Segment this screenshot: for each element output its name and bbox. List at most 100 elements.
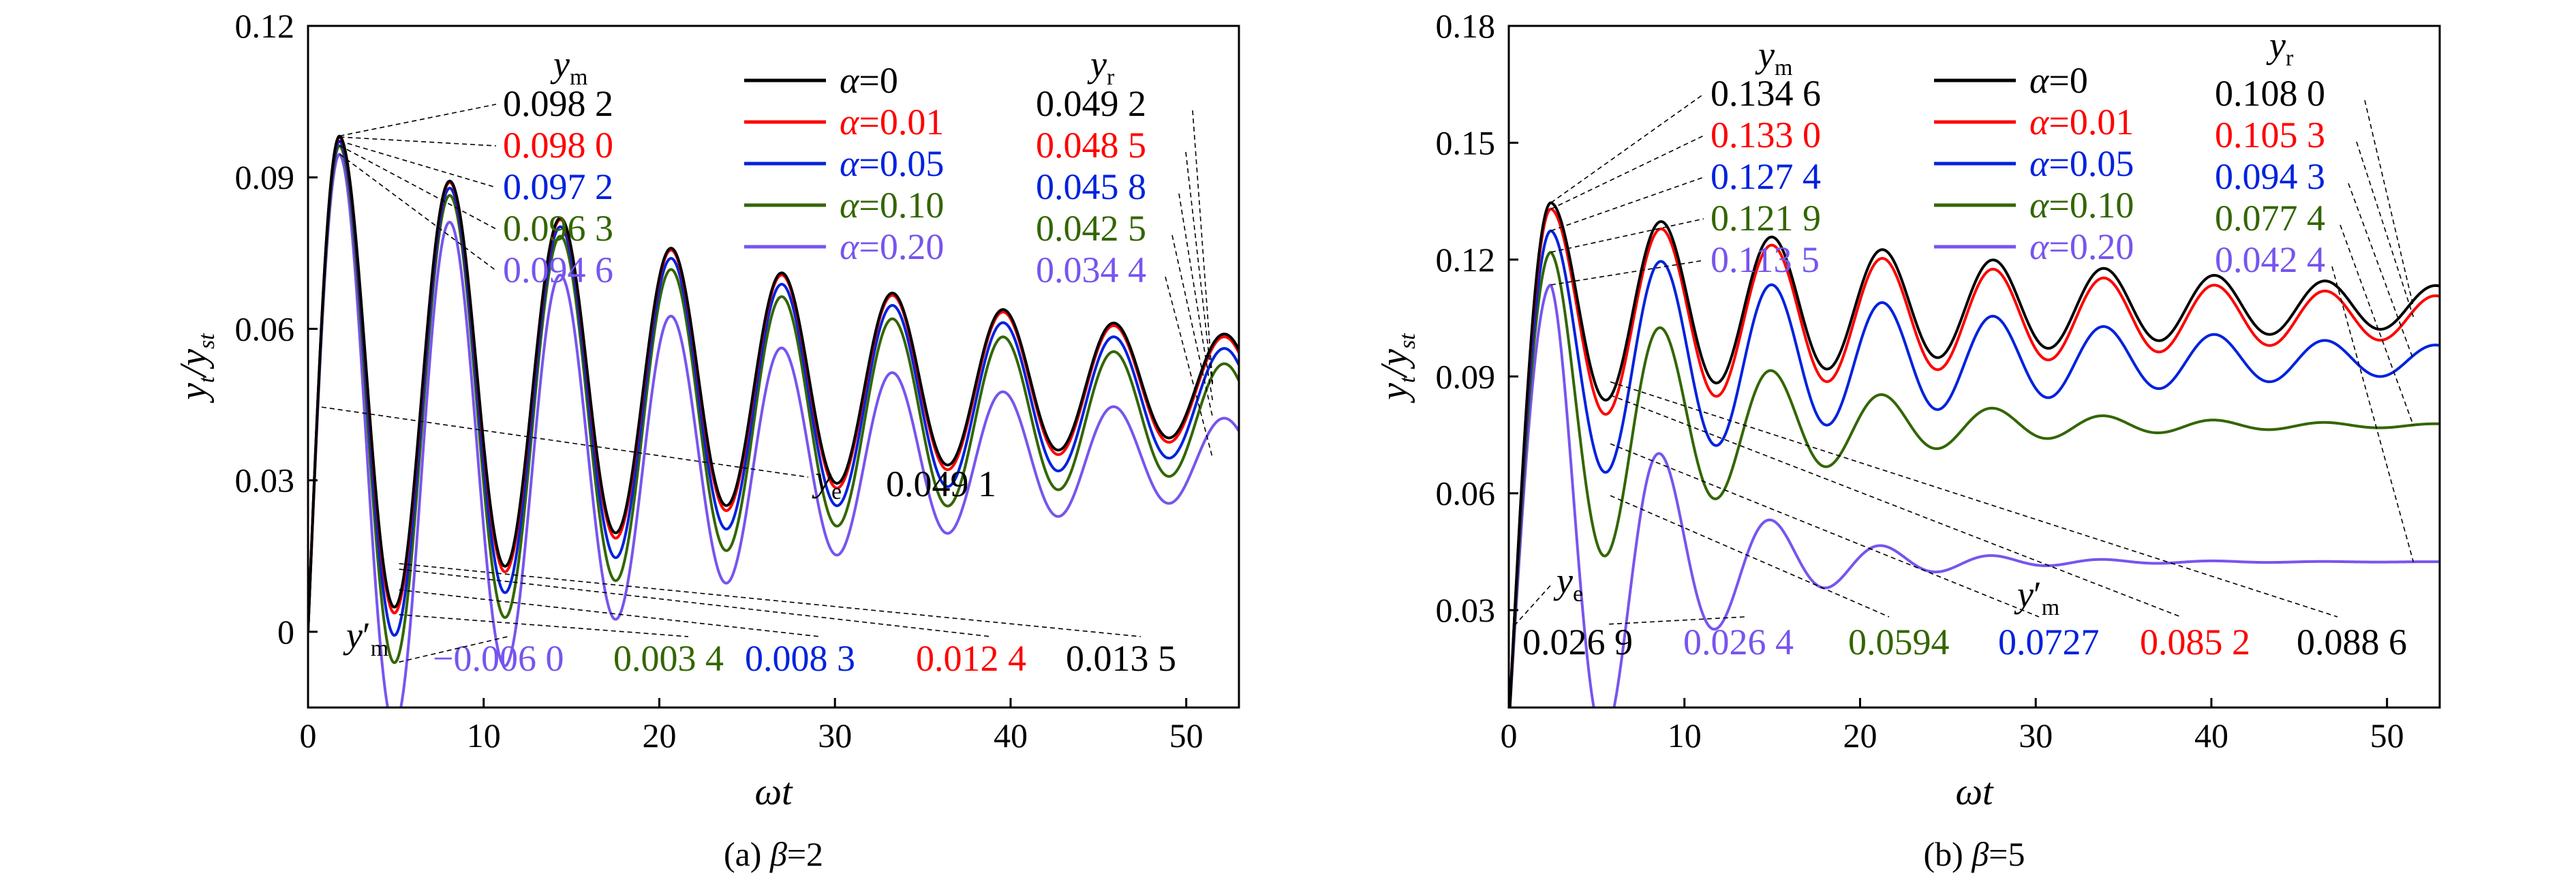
b-legend-alpha: α: [2029, 60, 2050, 101]
a-yr-leader-4: [1165, 276, 1214, 459]
a-xlabel-part: ω: [754, 771, 782, 813]
b-caption-part: (b): [1924, 835, 1972, 873]
b-yr-value-3: 0.077 4: [2215, 198, 2325, 239]
a-caption-part: (a): [724, 835, 770, 873]
b-ye-label-part: y: [1553, 560, 1573, 601]
a-ylabel: yt/yst: [172, 333, 219, 404]
a-xtick-label-5: 50: [1169, 716, 1203, 755]
a-ye-label: ye: [812, 458, 842, 504]
b-caption: (b) β=5: [1924, 835, 2025, 873]
b-yr-leader-1: [2356, 141, 2414, 318]
b-ym-value-2: 0.127 4: [1711, 156, 1821, 197]
b-legend-alpha: α: [2029, 102, 2050, 142]
b-ymin-value-2: 0.085 2: [2140, 622, 2250, 663]
b-ymin-value-0: 0.0594: [1848, 622, 1950, 663]
b-yr-value-1: 0.105 3: [2215, 115, 2325, 155]
b-series-line-0: [1509, 201, 2440, 708]
b-ye-value: 0.026 9: [1522, 622, 1633, 663]
b-ye-extra-leader: [1608, 616, 1745, 625]
b-ymin-value-3: 0.088 6: [2297, 622, 2407, 663]
b-ymin-value-1: 0.0727: [1998, 622, 2100, 663]
a-ymin-value-4: 0.013 5: [1066, 638, 1176, 679]
b-ym-header-part: m: [1775, 55, 1792, 80]
a-ytick-label-1: 0.03: [235, 461, 295, 500]
a-xtick-label-3: 30: [818, 716, 852, 755]
b-ytick-label-3: 0.12: [1436, 241, 1496, 279]
a-legend-alpha: α: [840, 226, 860, 267]
a-ytick-label-4: 0.12: [235, 7, 295, 45]
b-ye-leader: [1514, 584, 1552, 626]
b-ymin-label-part: ′: [2034, 574, 2042, 615]
b-legend-value: =0.05: [2049, 143, 2134, 184]
a-yr-value-4: 0.034 4: [1036, 249, 1146, 290]
b-yr-header-part: y: [2266, 25, 2286, 65]
b-legend-alpha: α: [2029, 226, 2050, 267]
a-ytick-label-2: 0.06: [235, 309, 295, 348]
b-series-line-3: [1509, 251, 2440, 708]
b-xtick-label-1: 10: [1668, 716, 1702, 755]
a-legend-value: =0.20: [859, 226, 944, 267]
a-ymin-leader-3: [399, 613, 689, 637]
a-ytick-label-3: 0.09: [235, 158, 295, 196]
a-ym-value-0: 0.098 2: [503, 83, 613, 124]
a-xtick-label-4: 40: [994, 716, 1028, 755]
b-yr-value-4: 0.042 4: [2215, 239, 2325, 280]
b-ym-value-3: 0.121 9: [1711, 198, 1821, 239]
a-ymin-leader-2: [399, 589, 821, 637]
b-ymin-leader-3: [1610, 381, 2338, 618]
b-series-line-4: [1509, 284, 2440, 708]
a-yr-leader-3: [1171, 234, 1214, 418]
b-xtick-label-2: 20: [1843, 716, 1877, 755]
b-xtick-label-5: 50: [2370, 716, 2404, 755]
a-yr-value-2: 0.045 8: [1036, 166, 1146, 207]
a-ye-label-part: y: [812, 458, 831, 499]
b-legend-alpha: α: [2029, 185, 2050, 226]
b-ym-leader-1: [1550, 135, 1704, 210]
b-ymin-leader-1: [1610, 443, 2040, 618]
a-series-line-4: [308, 153, 1239, 708]
b-legend-label-2: α=0.05: [2029, 143, 2134, 184]
b-ym-header-part: y: [1755, 34, 1775, 75]
a-legend-label-1: α=0.01: [840, 102, 944, 142]
a-ymin-value-1: 0.003 4: [613, 638, 724, 679]
b-ye-label-part: e: [1573, 581, 1583, 607]
b-ym-leader-0: [1550, 93, 1704, 204]
a-yr-value-1: 0.048 5: [1036, 125, 1146, 166]
b-ym-value-0: 0.134 6: [1711, 73, 1821, 114]
a-yr-value-0: 0.049 2: [1036, 83, 1146, 124]
b-ylabel-part: y: [1373, 383, 1415, 404]
a-ym-leader-0: [339, 104, 497, 137]
a-legend-label-2: α=0.05: [840, 143, 944, 184]
a-plot-frame: [307, 25, 1240, 709]
a-ymin-value-2: 0.008 3: [745, 638, 855, 679]
b-ylabel-part: /y: [1373, 349, 1415, 379]
a-ylabel-part: st: [194, 333, 219, 349]
b-yr-value-2: 0.094 3: [2215, 156, 2325, 197]
a-xtick-label-1: 10: [467, 716, 501, 755]
b-yr-leader-0: [2364, 100, 2414, 307]
a-xlabel: ωt: [754, 771, 793, 813]
a-yr-leader-0: [1192, 110, 1214, 384]
a-yr-header-part: y: [1087, 44, 1107, 85]
b-ytick-label-0: 0.03: [1436, 591, 1496, 629]
b-xtick-label-4: 40: [2194, 716, 2228, 755]
b-legend-value: =0.20: [2049, 226, 2134, 267]
a-ym-leader-2: [339, 140, 497, 188]
b-curves: [1509, 201, 2440, 708]
b-ylabel-part: st: [1395, 333, 1420, 349]
b-ytick-label-1: 0.06: [1436, 474, 1496, 513]
a-ym-header: ym: [550, 44, 587, 90]
b-xlabel-part: ω: [1955, 771, 1982, 813]
b-series-line-1: [1509, 207, 2440, 708]
b-plot-frame: [1507, 25, 2441, 709]
a-ym-header-part: y: [550, 44, 570, 85]
a-ym-value-4: 0.094 6: [503, 249, 613, 290]
a-ylabel-part: t: [194, 376, 219, 383]
a-xtick-label-0: 0: [300, 716, 317, 755]
b-ylabel: yt/yst: [1373, 333, 1420, 404]
a-series-line-0: [308, 134, 1239, 632]
b-legend-label-0: α=0: [2029, 60, 2088, 101]
a-caption-part: =2: [787, 835, 823, 873]
a-legend-alpha: α: [840, 60, 860, 101]
